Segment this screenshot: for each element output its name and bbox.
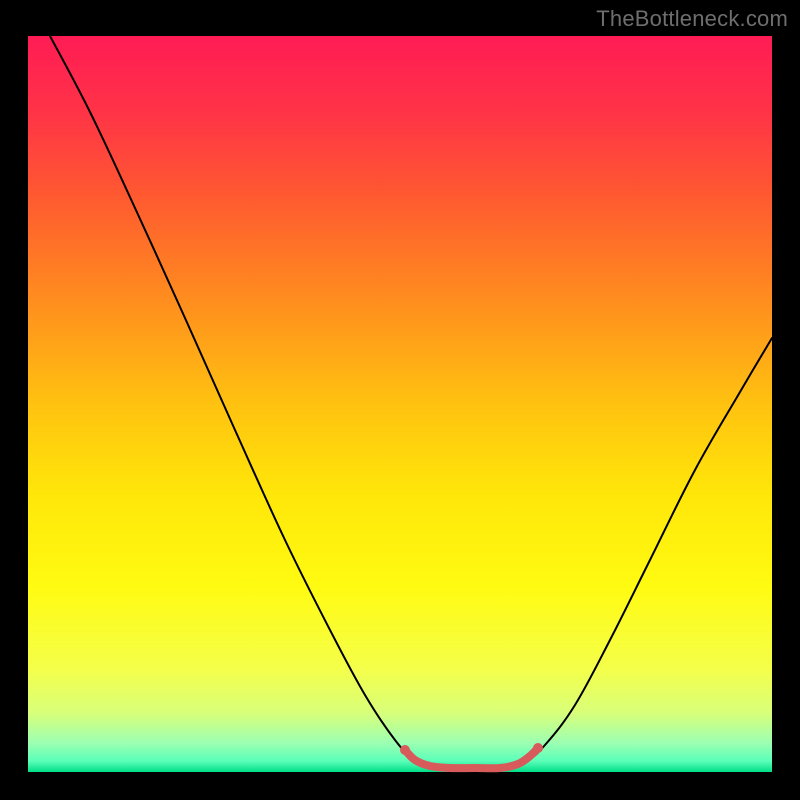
plot-background bbox=[28, 36, 772, 772]
valley-endpoint-left bbox=[400, 745, 410, 755]
bottleneck-curve-chart bbox=[0, 0, 800, 800]
chart-stage: TheBottleneck.com bbox=[0, 0, 800, 800]
watermark-text: TheBottleneck.com bbox=[596, 6, 788, 32]
valley-endpoint-right bbox=[533, 743, 543, 753]
